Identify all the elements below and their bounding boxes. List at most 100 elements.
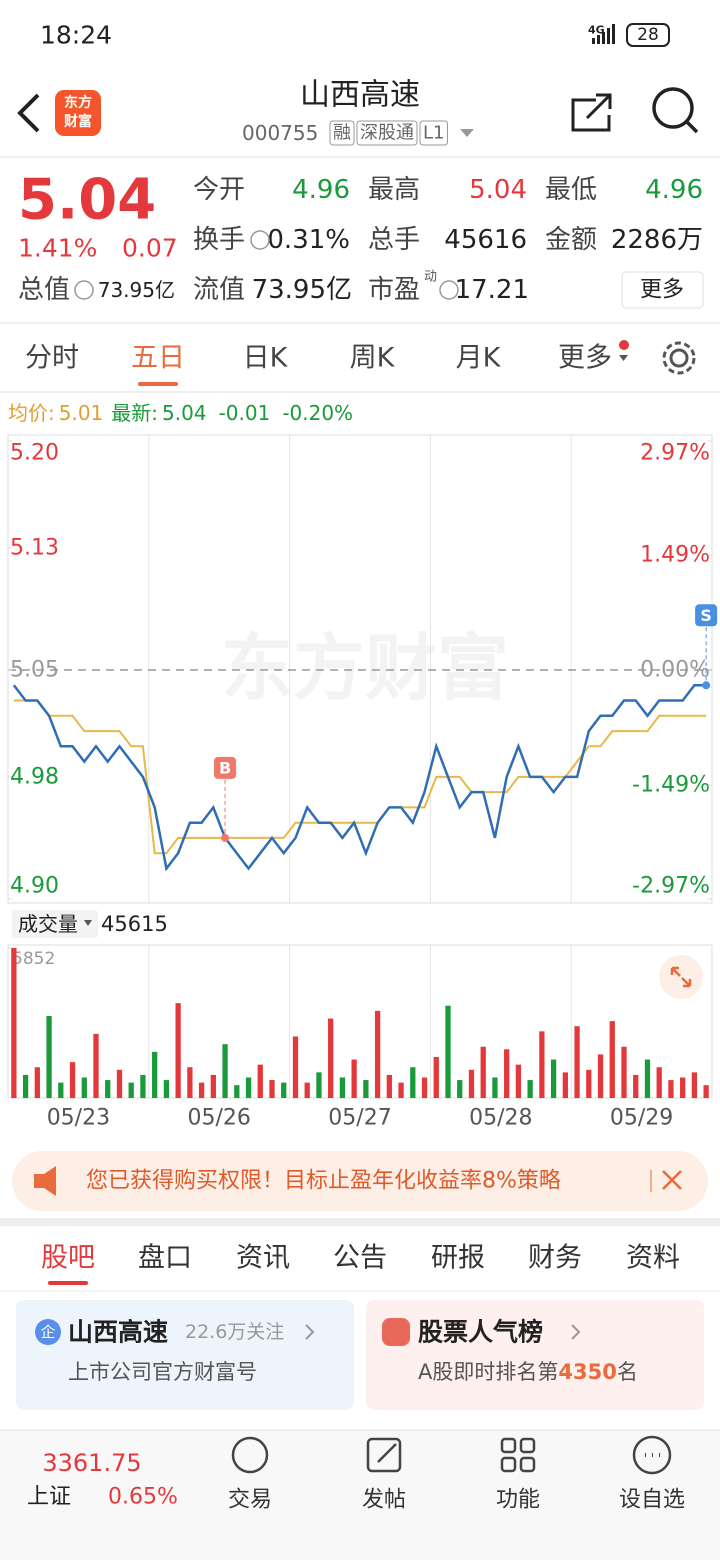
chart-tab[interactable]: 分时 [25, 343, 79, 374]
index-pct[interactable]: 0.65% [108, 1485, 178, 1510]
nav-items: 交易 发帖 功能 设自选 [228, 1488, 685, 1513]
quote-fields: 今开 4.96 最高 5.04 最低 4.96 换手 0.31% 总手 45616 金额 2286万总… [18, 175, 703, 305]
chart-tab[interactable]: 周K [350, 343, 396, 374]
y2-tick-label: 1.49% [640, 543, 710, 568]
index-value[interactable]: 3361.75 [42, 1449, 141, 1477]
volume-bar [93, 1033, 99, 1098]
expand-button[interactable] [659, 955, 703, 999]
volume-bar [457, 1080, 463, 1098]
volume-bar [410, 1067, 416, 1098]
volume-label[interactable]: 成交量 [18, 912, 78, 936]
info-icons [74, 230, 459, 300]
more-label[interactable]: 更多 [640, 278, 684, 303]
x-tick-label: 05/29 [610, 1106, 673, 1131]
close-button[interactable] [662, 1170, 682, 1190]
volume-bar [152, 1051, 158, 1098]
section-tab[interactable]: 资讯 [236, 1243, 290, 1274]
volume-bar [69, 1062, 76, 1098]
nav-item[interactable]: 功能 [496, 1488, 540, 1513]
section-tab[interactable]: 财务 [528, 1243, 582, 1274]
more-button[interactable] [621, 271, 704, 309]
index-name[interactable]: 上证 [27, 1485, 71, 1510]
field-value: 73.95亿 [252, 275, 352, 305]
card[interactable] [366, 1300, 704, 1410]
y2-tick-label: -2.97% [632, 874, 710, 899]
search-button[interactable] [652, 87, 699, 134]
battery [626, 23, 670, 47]
y2-tick-label: 0.00% [640, 658, 710, 683]
chart-tab[interactable]: 更多 [558, 343, 612, 374]
volume-bar [586, 1069, 592, 1098]
banner-text: 您已获得购买权限！目标止盈年化收益率8%策略 [86, 1169, 561, 1194]
field-value: 45616 [444, 225, 527, 255]
tag-box [419, 120, 448, 146]
volume-bar [257, 1064, 263, 1098]
tag: 融 [333, 123, 351, 144]
volume-bar [703, 1085, 709, 1098]
section-tab[interactable]: 公告 [333, 1243, 387, 1274]
x-tick-label: 05/23 [47, 1106, 110, 1131]
section-underline [48, 1281, 88, 1285]
nav-item[interactable]: 交易 [228, 1488, 272, 1513]
megaphone-icon [34, 1166, 56, 1196]
marker-label: S [700, 606, 712, 625]
tab-underline [138, 382, 178, 386]
volume-bar [292, 1036, 299, 1098]
legend-last: 5.04 [162, 401, 207, 425]
volume-bar [574, 1026, 580, 1098]
dropdown[interactable] [84, 920, 92, 926]
back-button[interactable] [17, 93, 40, 133]
volume-bar [46, 1015, 52, 1098]
section-tab[interactable]: 盘口 [138, 1243, 192, 1274]
card[interactable] [16, 1300, 354, 1410]
volume-bar [222, 1044, 228, 1098]
price-frame [7, 434, 713, 904]
card-title: 股票人气榜 [418, 1318, 543, 1347]
rank-icon [382, 1318, 410, 1346]
chart-tab[interactable]: 五日 [131, 343, 185, 374]
signal [592, 24, 615, 44]
section-tab[interactable]: 资料 [626, 1243, 680, 1274]
marker-dot [702, 681, 711, 690]
dropdown[interactable] [619, 355, 628, 361]
volume-bar [539, 1031, 545, 1098]
chart-tab[interactable]: 日K [243, 343, 289, 374]
volume-bar [187, 1067, 193, 1098]
volume-frame [7, 944, 713, 1099]
dropdown[interactable] [460, 129, 474, 137]
legend-avg-label: 均价: [8, 401, 55, 425]
volume-bar [304, 1082, 310, 1098]
settings-button[interactable] [662, 341, 696, 375]
x-tick-label: 05/27 [328, 1106, 391, 1131]
volume-bar [504, 1049, 510, 1098]
x-tick-label: 05/26 [187, 1106, 250, 1131]
y-tick-label: 5852 [12, 949, 55, 969]
price-line [12, 684, 707, 872]
section-tab[interactable]: 研报 [431, 1243, 485, 1274]
watermark: 东方财富 [221, 626, 509, 710]
field-label: 今开 [193, 175, 245, 205]
card-subtitle: A股即时排名第4350名 [418, 1360, 638, 1384]
field-label: 换手 [193, 225, 245, 255]
nav-item[interactable]: 发帖 [362, 1488, 406, 1513]
volume-bar [22, 1074, 29, 1098]
y2-tick-label: 2.97% [640, 441, 710, 466]
chart-tab[interactable]: 月K [456, 343, 502, 374]
volume-bar [245, 1077, 252, 1098]
volume-bar [328, 1018, 334, 1098]
section-tab[interactable]: 股吧 [41, 1243, 95, 1274]
field-value: 0.31% [267, 225, 350, 255]
volume-total: 45615 [101, 912, 168, 936]
logo-text: 财富 [63, 113, 92, 130]
y-tick-label: 5.13 [10, 535, 59, 560]
avg-line [13, 699, 707, 855]
change-pct: 1.41% [18, 234, 97, 263]
volume-bar [11, 948, 17, 1098]
nav-item[interactable]: 设自选 [619, 1488, 685, 1513]
network: 4G [588, 24, 605, 37]
y2-tick-label: -1.49% [632, 772, 710, 797]
share-button[interactable] [571, 93, 612, 132]
banner[interactable] [12, 1151, 708, 1211]
volume-selector[interactable] [12, 910, 98, 938]
